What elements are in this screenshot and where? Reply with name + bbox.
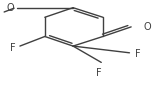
Text: F: F [10, 43, 16, 53]
Text: F: F [96, 68, 102, 78]
Text: O: O [144, 22, 151, 32]
Text: F: F [135, 49, 141, 59]
Text: O: O [6, 3, 14, 13]
